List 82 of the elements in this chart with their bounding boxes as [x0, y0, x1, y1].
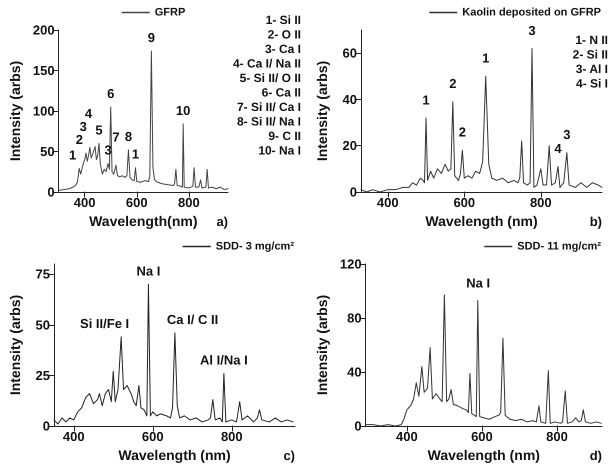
text: b) — [590, 214, 602, 229]
annotation: 7 — [112, 130, 120, 145]
text: 5- Si II/ O II — [240, 71, 301, 85]
text: 2- O II — [268, 28, 301, 42]
text: 1- Si II — [266, 13, 301, 27]
y-tick-label: 50 — [40, 144, 55, 159]
y-axis-title: Intensity (arbs) — [314, 60, 330, 162]
annotation: 3 — [528, 22, 536, 38]
y-tick-label: 0 — [42, 418, 50, 434]
x-axis-title: Wavelength(nm) — [89, 213, 198, 229]
y-axis-title: Intensity (arbs) — [7, 60, 23, 162]
x-tick-label: 400 — [396, 429, 418, 444]
annotation: 5 — [95, 122, 103, 138]
annotation: Na I — [466, 275, 490, 290]
y-tick-label: 80 — [347, 310, 362, 326]
y-tick-label: 200 — [32, 22, 55, 38]
x-tick-label: 800 — [220, 429, 243, 444]
y-tick-label: 0 — [354, 418, 362, 434]
annotation: 1 — [132, 146, 140, 162]
annotation: 10 — [176, 102, 190, 118]
legend-label: SDD- 3 mg/cm² — [216, 240, 294, 252]
annotation: 1 — [68, 148, 76, 163]
annotation: Ca I/ C II — [166, 312, 218, 327]
text: c) — [283, 448, 296, 463]
text: 3- Ca I — [264, 42, 301, 56]
y-tick-label: 40 — [347, 364, 362, 380]
text: d) — [590, 448, 602, 463]
annotation: 4 — [554, 140, 562, 156]
legend-label: Kaolin deposited on GFRP — [462, 6, 602, 18]
y-axis-title: Intensity (arbs) — [314, 294, 330, 396]
annotation: 3- Al I — [576, 62, 608, 76]
annotation: 2 — [449, 76, 456, 92]
annotation: Al I/Na I — [200, 352, 248, 368]
annotation: 2- Si II — [572, 48, 608, 62]
x-tick-label: 400 — [74, 195, 96, 210]
annotation: 4- Si I — [576, 76, 608, 90]
y-tick-label: 60 — [342, 46, 357, 61]
y-tick-label: 150 — [32, 63, 55, 78]
x-tick-label: 600 — [471, 429, 493, 444]
text: 4- Ca I/ Na II — [232, 56, 301, 70]
annotation: 1 — [482, 50, 490, 66]
x-tick-label: 600 — [453, 195, 476, 210]
annotation: 9 — [148, 30, 155, 46]
legend-label: SDD- 11 mg/cm² — [517, 240, 602, 252]
x-axis-title: Wavelength (nm) — [428, 447, 540, 463]
annotation: 3 — [80, 119, 87, 134]
y-tick-label: 0 — [47, 184, 55, 200]
annotation: 6 — [107, 86, 114, 101]
y-axis-title: Intensity (arbs) — [7, 294, 23, 396]
x-tick-label: 800 — [178, 195, 200, 210]
y-tick-label: 100 — [32, 104, 55, 118]
annotation: 2 — [458, 124, 466, 140]
text: a) — [216, 214, 228, 229]
x-tick-label: 600 — [126, 195, 148, 210]
y-tick-label: 0 — [350, 184, 357, 200]
y-tick-label: 40 — [342, 92, 357, 107]
annotation: 8 — [124, 128, 132, 144]
text: 9- C II — [268, 129, 301, 143]
y-tick-label: 20 — [342, 138, 357, 154]
annotation: 3 — [563, 127, 570, 142]
x-tick-label: 600 — [142, 429, 164, 444]
text: 6- Ca II — [262, 86, 301, 100]
x-axis-title: Wavelength (nm) — [425, 213, 538, 229]
y-tick-label: 120 — [340, 256, 362, 272]
y-tick-label: 25 — [36, 368, 50, 383]
x-tick-label: 800 — [546, 429, 568, 444]
legend-label: GFRP — [154, 6, 186, 18]
annotation: 1 — [422, 92, 430, 108]
text: 8- Si II/ Na I — [236, 114, 301, 128]
x-tick-label: 400 — [62, 429, 85, 444]
text: 7- Si II/ Ca I — [236, 100, 301, 114]
y-tick-label: 75 — [36, 266, 50, 282]
x-tick-label: 400 — [376, 195, 399, 210]
annotation: Na I — [136, 263, 160, 278]
annotation: 2 — [76, 132, 83, 148]
x-axis-title: Wavelength (nm) — [118, 447, 231, 463]
text: 10- Na I — [258, 144, 301, 158]
x-tick-label: 800 — [530, 195, 552, 210]
y-tick-label: 50 — [36, 317, 50, 332]
annotation: Si II/Fe I — [80, 316, 130, 331]
annotation: 4 — [84, 106, 93, 122]
annotation: 1- N II — [575, 33, 608, 47]
